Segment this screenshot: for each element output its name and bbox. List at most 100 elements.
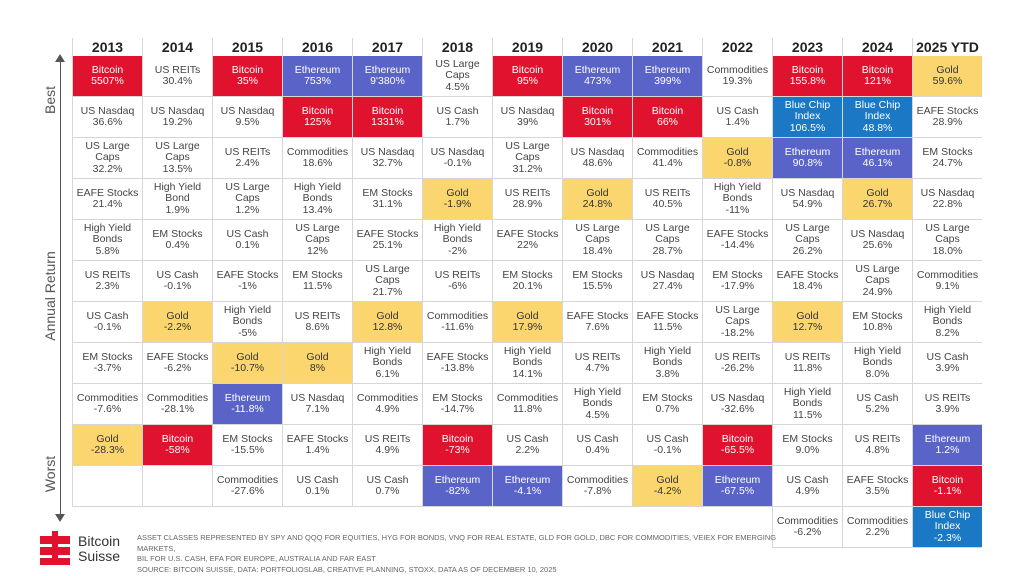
return-cell: Gold -1.9% bbox=[422, 179, 492, 220]
return-cell: Bitcoin 125% bbox=[282, 97, 352, 138]
arrow-up-icon bbox=[55, 54, 65, 62]
return-value: 2.3% bbox=[95, 280, 120, 292]
returns-table: 2013 2014 2015 2016 2017 2018 2019 2020 2021 2022… bbox=[72, 38, 982, 548]
return-cell: EAFE Stocks 25.1% bbox=[352, 220, 422, 261]
return-cell: EM Stocks 15.5% bbox=[562, 261, 632, 302]
asset-name: Bitcoin bbox=[651, 104, 684, 117]
return-cell: EM Stocks 9.0% bbox=[772, 425, 842, 466]
return-cell: EAFE Stocks 22% bbox=[492, 220, 562, 261]
return-cell: Ethereum 9'380% bbox=[352, 56, 422, 97]
year-header: 2013 bbox=[72, 38, 142, 56]
return-value: 15.5% bbox=[582, 280, 613, 292]
return-value: 9'380% bbox=[370, 75, 405, 87]
asset-name: Gold bbox=[866, 186, 889, 199]
return-value: 40.5% bbox=[652, 198, 683, 210]
return-value: -17.9% bbox=[720, 280, 755, 292]
return-cell: Gold 12.8% bbox=[352, 302, 422, 343]
return-value: 121% bbox=[864, 75, 891, 87]
return-cell: US REITs 2.4% bbox=[212, 138, 282, 179]
asset-name: High Yield Bonds bbox=[293, 180, 342, 205]
return-cell: Bitcoin -1.1% bbox=[912, 466, 982, 507]
footnote: Asset classes represented by SPY and QQQ… bbox=[137, 533, 777, 575]
return-value: 5507% bbox=[91, 75, 124, 87]
return-value: 0.1% bbox=[235, 239, 260, 251]
return-value: 2.2% bbox=[515, 444, 540, 456]
return-cell: US Large Caps 21.7% bbox=[352, 261, 422, 302]
asset-name: US Nasdaq bbox=[150, 104, 205, 117]
asset-name: EM Stocks bbox=[222, 432, 273, 445]
return-value: 1.2% bbox=[935, 444, 960, 456]
return-value: 106.5% bbox=[789, 121, 826, 134]
return-cell: EAFE Stocks -1% bbox=[212, 261, 282, 302]
return-value: 18.6% bbox=[302, 157, 333, 169]
asset-name: High Yield Bonds bbox=[643, 344, 692, 369]
year-header: 2025 YTD bbox=[912, 38, 982, 56]
asset-name: Gold bbox=[656, 473, 679, 486]
return-value: 13.4% bbox=[302, 203, 333, 216]
asset-name: US Nasdaq bbox=[780, 186, 835, 199]
asset-name: US REITs bbox=[84, 268, 131, 281]
return-value: 28.9% bbox=[512, 198, 543, 210]
return-value: 8.2% bbox=[935, 326, 960, 339]
asset-name: Gold bbox=[306, 350, 329, 363]
return-value: 59.6% bbox=[932, 75, 963, 87]
asset-name: EAFE Stocks bbox=[426, 350, 489, 363]
return-cell: US Large Caps 31.2% bbox=[492, 138, 562, 179]
return-cell: Gold -28.3% bbox=[72, 425, 142, 466]
return-cell: High Yield Bonds 6.1% bbox=[352, 343, 422, 384]
return-value: 3.9% bbox=[935, 362, 960, 374]
return-value: 9.1% bbox=[935, 280, 960, 292]
return-value: -11.8% bbox=[231, 403, 264, 415]
asset-name: EAFE Stocks bbox=[216, 268, 279, 281]
asset-name: US Cash bbox=[716, 104, 759, 117]
return-cell: US Large Caps 24.9% bbox=[842, 261, 912, 302]
asset-name: US Nasdaq bbox=[220, 104, 275, 117]
asset-name: US Large Caps bbox=[225, 180, 270, 205]
return-cell: US REITs -26.2% bbox=[702, 343, 772, 384]
return-cell: Bitcoin 5507% bbox=[72, 56, 142, 97]
return-value: -6.2% bbox=[793, 526, 822, 538]
return-value: -26.2% bbox=[720, 362, 755, 374]
asset-name: Ethereum bbox=[854, 145, 901, 158]
asset-name: US REITs bbox=[504, 186, 551, 199]
return-value: 6.1% bbox=[375, 367, 400, 380]
asset-name: High Yield Bonds bbox=[923, 303, 972, 328]
return-cell: EM Stocks 0.4% bbox=[142, 220, 212, 261]
asset-name: EM Stocks bbox=[712, 268, 763, 281]
return-cell: Ethereum 1.2% bbox=[912, 425, 982, 466]
year-header: 2015 bbox=[212, 38, 282, 56]
return-cell: US Large Caps 18.4% bbox=[562, 220, 632, 261]
return-cell: US Large Caps 13.5% bbox=[142, 138, 212, 179]
return-cell: US Large Caps 32.2% bbox=[72, 138, 142, 179]
return-value: 66% bbox=[656, 116, 678, 128]
return-value: -0.1% bbox=[93, 321, 122, 333]
return-value: 1.2% bbox=[235, 203, 260, 216]
asset-name: EM Stocks bbox=[502, 268, 553, 281]
asset-name: Commodities bbox=[286, 145, 349, 158]
asset-name: EAFE Stocks bbox=[146, 350, 209, 363]
return-cell: Gold 26.7% bbox=[842, 179, 912, 220]
return-cell: US REITs 40.5% bbox=[632, 179, 702, 220]
return-cell: EM Stocks 20.1% bbox=[492, 261, 562, 302]
return-value: -5% bbox=[238, 326, 257, 339]
year-header: 2017 bbox=[352, 38, 422, 56]
asset-name: Commodities bbox=[706, 63, 769, 76]
return-cell: EM Stocks -17.9% bbox=[702, 261, 772, 302]
return-value: 155.8% bbox=[789, 75, 826, 87]
return-cell: High Yield Bonds -2% bbox=[422, 220, 492, 261]
return-cell: Ethereum 399% bbox=[632, 56, 702, 97]
return-value: 25.1% bbox=[372, 239, 403, 251]
return-value: 8.6% bbox=[305, 321, 330, 333]
return-value: 4.9% bbox=[375, 403, 400, 415]
asset-name: Commodities bbox=[216, 473, 279, 486]
return-value: 27.4% bbox=[652, 280, 683, 292]
return-cell: US Nasdaq 39% bbox=[492, 97, 562, 138]
asset-name: US REITs bbox=[854, 432, 901, 445]
return-value: 11.5% bbox=[793, 408, 822, 421]
return-value: 20.1% bbox=[512, 280, 543, 292]
return-value: -2% bbox=[448, 244, 467, 257]
return-cell: Gold -4.2% bbox=[632, 466, 702, 507]
return-cell: US Large Caps 1.2% bbox=[212, 179, 282, 220]
asset-name: US Large Caps bbox=[645, 221, 690, 246]
return-value: -28.3% bbox=[90, 444, 125, 456]
